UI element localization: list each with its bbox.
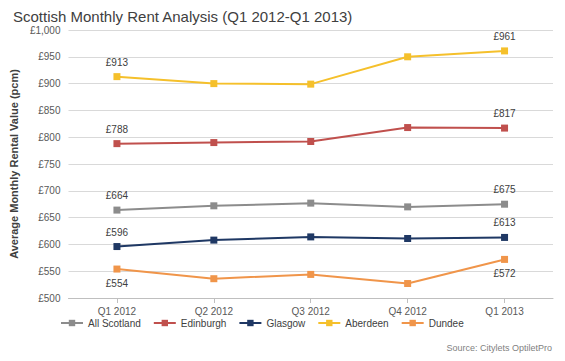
svg-text:£664: £664 [106, 190, 129, 201]
svg-text:£500: £500 [38, 293, 61, 304]
svg-text:£800: £800 [38, 132, 61, 143]
svg-text:Average Monthly Rental Value (: Average Monthly Rental Value (pcm) [8, 69, 20, 259]
svg-text:£700: £700 [38, 185, 61, 196]
svg-text:£572: £572 [493, 268, 516, 279]
svg-text:£554: £554 [106, 278, 129, 289]
svg-text:£675: £675 [493, 184, 516, 195]
svg-text:Dundee: Dundee [429, 318, 464, 329]
svg-text:Edinburgh: Edinburgh [181, 318, 227, 329]
svg-text:£850: £850 [38, 105, 61, 116]
svg-text:All Scotland: All Scotland [88, 318, 141, 329]
svg-text:£650: £650 [38, 212, 61, 223]
svg-text:£596: £596 [106, 227, 129, 238]
svg-text:Q3 2012: Q3 2012 [292, 306, 331, 317]
svg-text:Glasgow: Glasgow [266, 318, 306, 329]
svg-text:£613: £613 [493, 217, 516, 228]
svg-text:Source: Citylets OptiletPro: Source: Citylets OptiletPro [446, 343, 552, 353]
svg-text:Scottish Monthly Rent Analysis: Scottish Monthly Rent Analysis (Q1 2012-… [13, 8, 352, 25]
svg-text:Q4 2012: Q4 2012 [388, 306, 427, 317]
svg-text:£750: £750 [38, 159, 61, 170]
svg-text:£961: £961 [493, 31, 516, 42]
svg-text:Aberdeen: Aberdeen [345, 318, 388, 329]
svg-text:£1,000: £1,000 [30, 25, 61, 36]
svg-text:£600: £600 [38, 239, 61, 250]
svg-text:£900: £900 [38, 78, 61, 89]
svg-text:£950: £950 [38, 51, 61, 62]
svg-text:£788: £788 [106, 124, 129, 135]
svg-text:Q2 2012: Q2 2012 [195, 306, 234, 317]
svg-text:£550: £550 [38, 266, 61, 277]
svg-text:Q1 2013: Q1 2013 [485, 306, 524, 317]
svg-text:£913: £913 [106, 57, 129, 68]
svg-text:Q1 2012: Q1 2012 [98, 306, 137, 317]
svg-text:£817: £817 [493, 108, 516, 119]
